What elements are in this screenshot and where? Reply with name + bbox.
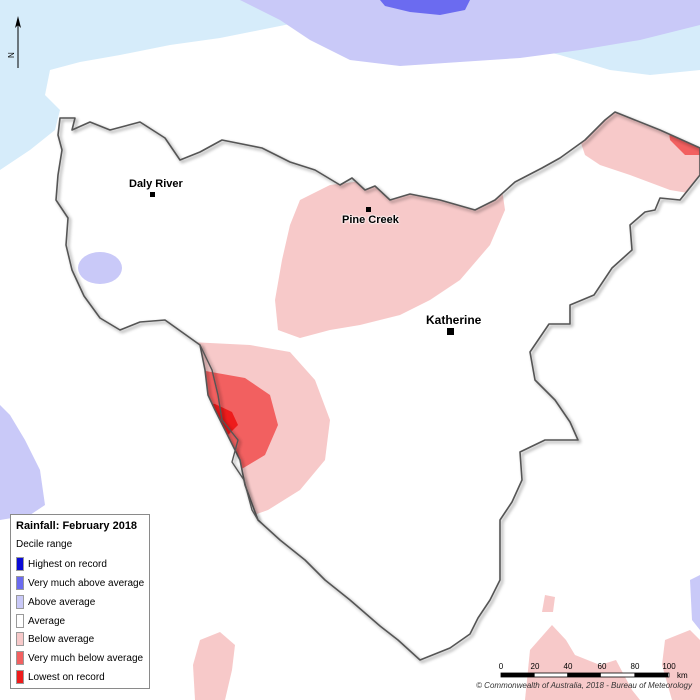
legend-item-highest: Highest on record [16,557,107,571]
legend-item-above: Above average [16,595,95,609]
region-border [55,111,700,661]
legend-item-very-much-above: Very much above average [16,576,144,590]
pine-creek-marker [366,207,371,212]
below-average-patch-far-east [662,630,700,700]
katherine-label: Katherine [426,313,482,327]
legend-label: Below average [28,633,95,645]
scale-bar [500,672,670,678]
legend-subtitle: Decile range [16,539,73,550]
legend: Rainfall: February 2018 Decile range Hig… [10,514,150,689]
legend-swatch [16,576,24,590]
katherine-marker [447,328,454,335]
below-average-patch-south [193,632,235,700]
below-average-patch-small [542,595,555,612]
legend-item-average: Average [16,614,65,628]
pine-creek-label: Pine Creek [342,214,399,226]
legend-swatch [16,614,24,628]
legend-swatch [16,595,24,609]
legend-label: Very much below average [28,652,144,664]
region-internal-border [199,344,259,521]
legend-item-below: Below average [16,632,94,646]
legend-label: Highest on record [28,558,107,570]
legend-item-very-much-below: Very much below average [16,651,143,665]
above-average-zone-north [240,0,700,66]
legend-swatch [16,557,24,571]
copyright-notice: © Commonwealth of Australia, 2018 - Bure… [476,681,692,690]
north-arrow-icon [15,16,21,68]
above-average-zone-daly [78,252,122,284]
scale-tick-label: 100 [662,662,676,671]
above-average-zone-west [0,405,45,520]
legend-label: Lowest on record [28,671,105,683]
below-average-zone-pine-creek [275,160,505,338]
legend-swatch [16,670,24,684]
legend-swatch [16,632,24,646]
scale-tick-label: 20 [530,662,540,671]
legend-title: Rainfall: February 2018 [16,520,138,532]
north-label: N [7,52,16,58]
below-average-patch-southeast [525,625,640,700]
above-average-zone-east [690,575,700,630]
daly-river-label: Daly River [129,178,183,190]
scale-unit: km [677,671,688,680]
legend-label: Very much above average [28,577,145,589]
legend-label: Above average [28,596,96,608]
legend-label: Average [28,615,66,627]
scale-tick-label: 80 [630,662,640,671]
daly-river-marker [150,192,155,197]
legend-item-lowest: Lowest on record [16,670,105,684]
scale-tick-label: 40 [563,662,573,671]
scale-tick-label: 0 [498,662,504,671]
very-much-above-average-zone-north [380,0,470,15]
scale-tick-label: 60 [597,662,607,671]
legend-swatch [16,651,24,665]
